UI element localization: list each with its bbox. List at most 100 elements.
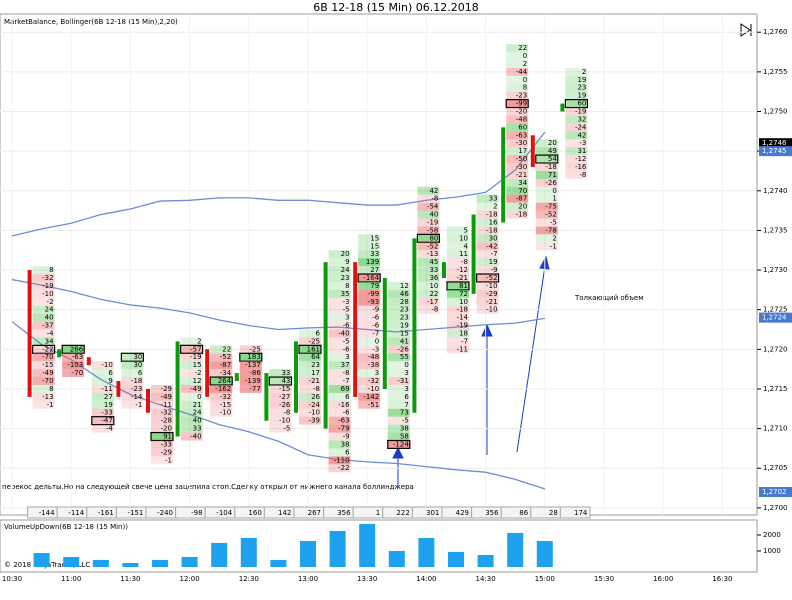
footprint-value: 2 bbox=[582, 68, 586, 76]
footprint-value: -30 bbox=[516, 139, 527, 147]
volume-bar bbox=[63, 556, 80, 567]
y-tick-label: 1,2715 bbox=[763, 385, 788, 393]
footprint-cell bbox=[239, 384, 262, 393]
footprint-value: -7 bbox=[461, 337, 468, 345]
footprint-cell bbox=[417, 226, 440, 235]
footprint-cell bbox=[269, 392, 292, 401]
footprint-value: 18 bbox=[459, 329, 468, 337]
footprint-cell bbox=[476, 226, 499, 235]
candle-body bbox=[471, 214, 476, 294]
volume-bar bbox=[270, 559, 287, 567]
footprint-value: -29 bbox=[486, 290, 497, 298]
footprint-cell bbox=[447, 274, 469, 282]
volume-bar bbox=[388, 550, 405, 567]
footprint-value: -79 bbox=[338, 425, 349, 433]
footprint-value: 8 bbox=[49, 266, 53, 274]
footprint-value: -11 bbox=[161, 401, 172, 409]
footprint-cell bbox=[298, 344, 322, 354]
footprint-cell bbox=[151, 392, 173, 401]
footprint-cell bbox=[91, 416, 115, 426]
delta-value: 222 bbox=[396, 509, 409, 517]
footprint-value: -6 bbox=[372, 322, 380, 330]
play-icon[interactable] bbox=[740, 23, 752, 37]
footprint-cell bbox=[328, 456, 351, 465]
footprint-cell bbox=[506, 186, 529, 195]
footprint-cell bbox=[328, 432, 351, 441]
y-tick-label: 1,2735 bbox=[763, 226, 788, 234]
footprint-cell bbox=[328, 321, 351, 330]
footprint-value: -17 bbox=[427, 298, 438, 306]
delta-value: -144 bbox=[39, 509, 55, 517]
footprint-value: 6 bbox=[108, 369, 113, 377]
footprint-value: 38 bbox=[341, 440, 350, 448]
footprint-cell bbox=[358, 369, 381, 378]
volume-bar bbox=[448, 551, 464, 567]
volume-bar bbox=[181, 556, 198, 567]
footprint-value: 23 bbox=[400, 306, 409, 314]
footprint-value: -58 bbox=[427, 226, 438, 234]
footprint-cell bbox=[32, 353, 55, 362]
footprint-cell bbox=[447, 345, 469, 354]
footprint-cell bbox=[447, 250, 469, 259]
footprint-cell bbox=[387, 345, 410, 354]
candle-body bbox=[175, 341, 180, 437]
footprint-cell bbox=[417, 250, 440, 259]
footprint-value: 15 bbox=[370, 234, 379, 242]
footprint-cell bbox=[565, 75, 588, 84]
footprint-value: 15 bbox=[400, 329, 409, 337]
footprint-value: 22 bbox=[222, 345, 231, 353]
footprint-value: 264 bbox=[218, 377, 232, 385]
y-tick-label: 1,2760 bbox=[763, 28, 788, 36]
footprint-cell bbox=[328, 305, 351, 314]
footprint-cell bbox=[476, 305, 499, 314]
footprint-value: -52 bbox=[545, 211, 556, 219]
footprint-cell bbox=[210, 353, 233, 362]
footprint-cell bbox=[328, 345, 351, 354]
footprint-cell bbox=[328, 258, 351, 267]
footprint-value: -26 bbox=[279, 401, 291, 409]
footprint-cell bbox=[476, 242, 499, 251]
footprint-value: -1 bbox=[550, 242, 557, 250]
footprint-cell bbox=[299, 408, 321, 417]
candle-body bbox=[27, 270, 32, 397]
footprint-cell bbox=[32, 361, 55, 370]
footprint-value: -10 bbox=[486, 306, 497, 314]
footprint-value: -49 bbox=[42, 369, 53, 377]
x-tick-label: 16:00 bbox=[653, 575, 673, 583]
footprint-value: -39 bbox=[309, 417, 320, 425]
footprint-value: -63 bbox=[72, 353, 83, 361]
footprint-value: 40 bbox=[45, 314, 54, 322]
footprint-cell bbox=[328, 448, 351, 457]
footprint-cell bbox=[387, 313, 410, 322]
footprint-cell bbox=[91, 424, 114, 433]
footprint-value: 30 bbox=[133, 361, 142, 369]
footprint-value: -77 bbox=[249, 385, 260, 393]
footprint-cell bbox=[180, 361, 203, 370]
footprint-cell bbox=[358, 242, 381, 251]
footprint-value: -33 bbox=[161, 440, 172, 448]
footprint-cell bbox=[447, 329, 469, 338]
footprint-value: 72 bbox=[459, 290, 468, 298]
x-tick-label: 16:30 bbox=[712, 575, 732, 583]
footprint-cell bbox=[91, 392, 114, 401]
y-tick-label: 1000 bbox=[763, 547, 781, 555]
footprint-cell bbox=[387, 369, 410, 378]
footprint-value: 24 bbox=[341, 266, 350, 274]
indicator-label: MarketBalance, Bollinger(6B 12-18 (15 Mi… bbox=[4, 18, 178, 26]
footprint-cell bbox=[476, 289, 499, 298]
footprint-cell bbox=[328, 250, 351, 259]
footprint-value: 17 bbox=[518, 147, 527, 155]
footprint-cell bbox=[121, 400, 144, 409]
footprint-value: 19 bbox=[577, 92, 586, 100]
footprint-value: 11 bbox=[459, 250, 468, 258]
footprint-cell bbox=[417, 297, 440, 306]
delta-value: -240 bbox=[157, 509, 173, 517]
footprint-cell bbox=[447, 289, 469, 298]
footprint-value: -21 bbox=[457, 274, 468, 282]
footprint-value: 12 bbox=[193, 377, 202, 385]
footprint-value: -47 bbox=[101, 417, 112, 425]
footprint-cell bbox=[151, 440, 173, 449]
footprint-cell bbox=[299, 369, 321, 378]
footprint-cell bbox=[387, 432, 410, 441]
